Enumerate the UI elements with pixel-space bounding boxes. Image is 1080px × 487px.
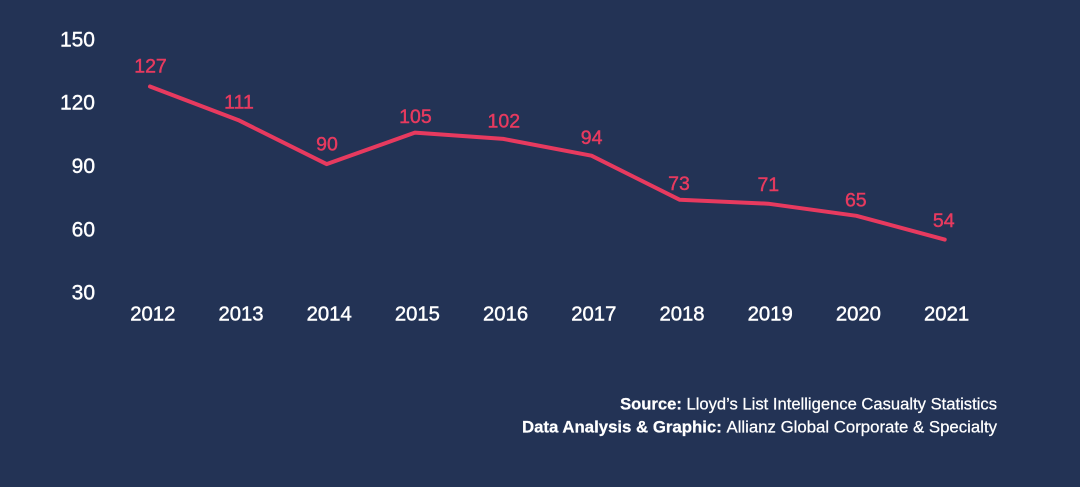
svg-text:111: 111 — [224, 92, 254, 114]
svg-text:2019: 2019 — [748, 303, 793, 325]
svg-text:105: 105 — [399, 106, 432, 128]
svg-text:71: 71 — [757, 174, 779, 196]
svg-text:2016: 2016 — [483, 303, 528, 325]
svg-text:94: 94 — [581, 127, 603, 149]
svg-text:Data Analysis & Graphic: Allia: Data Analysis & Graphic: Allianz Global … — [522, 418, 998, 437]
svg-text:2012: 2012 — [130, 303, 175, 325]
svg-text:30: 30 — [72, 282, 95, 305]
svg-text:102: 102 — [488, 111, 521, 133]
svg-text:65: 65 — [845, 189, 867, 211]
svg-text:Source: Lloyd’s List Intellige: Source: Lloyd’s List Intelligence Casual… — [620, 395, 997, 414]
svg-text:90: 90 — [72, 155, 95, 178]
svg-text:2020: 2020 — [836, 303, 881, 325]
svg-text:2014: 2014 — [307, 303, 352, 325]
svg-text:127: 127 — [134, 56, 167, 78]
svg-text:120: 120 — [60, 92, 95, 115]
svg-text:54: 54 — [933, 210, 955, 232]
svg-text:2018: 2018 — [659, 303, 704, 325]
svg-text:73: 73 — [668, 173, 690, 195]
svg-text:2021: 2021 — [924, 303, 969, 325]
svg-text:150: 150 — [60, 28, 95, 51]
svg-text:60: 60 — [72, 218, 95, 241]
svg-text:2013: 2013 — [218, 303, 263, 325]
svg-text:2017: 2017 — [571, 303, 616, 325]
svg-text:90: 90 — [316, 134, 338, 156]
svg-text:2015: 2015 — [395, 303, 440, 325]
